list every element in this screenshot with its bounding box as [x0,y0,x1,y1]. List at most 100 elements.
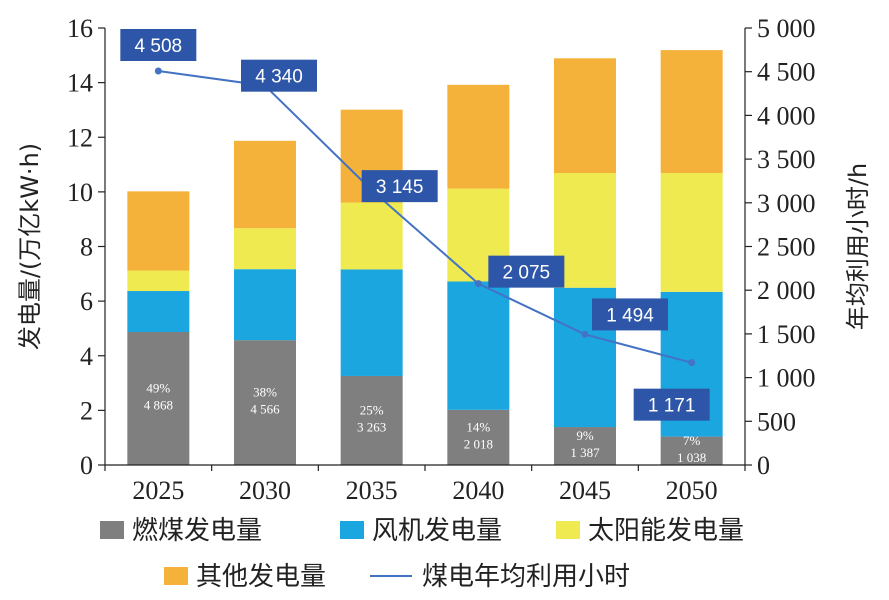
coal-pct-label: 25% [360,402,384,417]
bar-2040-series-0 [447,409,510,465]
y2-tick-label: 3 500 [757,145,816,174]
y-tick-label: 0 [80,451,93,480]
legend-item: 其他发电量 [164,562,326,592]
legend-label: 风机发电量 [372,516,502,546]
y-tick-label: 8 [80,233,93,262]
y-axis-left: 0 2 4 6 8 10 12 14 16 [67,14,106,480]
bar-2040-series-1 [447,281,510,410]
x-axis: 2025 2030 2035 2040 2045 2050 [104,464,746,505]
coal-value-label: 2 018 [464,436,493,451]
plot-area: 49% 4 868 38% 4 566 25% 3 263 14% 2 018 9% 1 387 7… [120,29,723,465]
bar-2030-series-3 [234,140,296,229]
x-tick-label: 2030 [239,476,291,505]
y2-tick-label: 500 [757,407,796,436]
callout-2040: 2 075 [488,255,565,288]
y2-tick-label: 1 000 [757,364,816,393]
callout-text: 2 075 [503,263,551,284]
callout-text: 1 494 [606,305,654,326]
y2-axis-title: 年均利用小时/h [844,163,872,330]
callout-text: 3 145 [376,177,424,198]
bar-2025-series-3 [127,191,190,271]
y-tick-label: 10 [67,178,93,207]
bar-2050-series-0 [660,436,723,465]
legend-label: 煤电年均利用小时 [422,562,630,592]
callout-2030: 4 340 [241,59,317,92]
bar-2030-series-0 [234,340,296,465]
legend-item: 煤电年均利用小时 [370,562,630,592]
bar-2035-series-0 [340,375,403,465]
callout-box [120,29,197,62]
callout-box [592,298,668,331]
y-axis-right: 0 500 1 000 1 500 2 000 2 500 3 000 3 500 4 000 4… [744,14,816,480]
bar-2025-series-2 [127,270,190,292]
y2-tick-label: 0 [757,451,770,480]
legend-swatch [100,521,124,539]
callout-2025: 4 508 [120,29,197,62]
legend-label: 太阳能发电量 [588,516,744,546]
legend-item: 风机发电量 [340,516,502,546]
y-tick-label: 16 [67,14,93,43]
coal-pct-label: 7% [683,433,701,448]
y2-tick-label: 1 500 [757,320,816,349]
y-tick-label: 14 [67,69,93,98]
coal-value-label: 4 868 [144,397,173,412]
legend-swatch [164,567,188,585]
bar-2025-series-0 [127,331,190,465]
line-point [688,359,696,367]
legend-swatch [340,521,364,539]
coal-value-label: 3 263 [357,419,386,434]
coal-value-label: 1 038 [677,450,706,465]
bar-2050-series-3 [660,50,723,174]
y2-tick-label: 4 500 [757,58,816,87]
coal-pct-label: 14% [466,419,490,434]
legend-item: 太阳能发电量 [556,516,744,546]
x-tick-label: 2035 [346,476,398,505]
bar-2045-series-0 [554,427,616,465]
y2-tick-label: 3 000 [757,189,816,218]
y2-tick-label: 2 000 [757,276,816,305]
bar-2050-series-2 [660,173,723,292]
bar-2030-series-1 [234,269,296,341]
line-point [474,280,482,288]
callout-text: 4 508 [135,36,183,57]
callout-text: 1 171 [648,396,696,417]
y-tick-label: 6 [80,287,93,316]
bar-2035-series-1 [340,269,403,376]
legend-label: 其他发电量 [196,562,326,592]
coal-pct-label: 38% [253,385,277,400]
coal-value-label: 4 566 [250,402,280,417]
x-tick-label: 2050 [666,476,718,505]
x-tick-label: 2040 [452,476,504,505]
y-tick-label: 4 [80,342,93,371]
y-tick-label: 12 [67,123,93,152]
callout-box [361,170,438,203]
y-tick-label: 2 [80,396,93,425]
coal-pct-label: 9% [576,428,594,443]
line-point [581,330,589,338]
bar-2045-series-3 [554,58,616,174]
x-tick-label: 2025 [132,476,184,505]
x-tick-label: 2045 [559,476,611,505]
callout-2050: 1 171 [633,388,710,421]
line-point [154,67,162,75]
callout-box [633,388,710,421]
bar-2030-series-2 [234,228,296,270]
legend-item: 燃煤发电量 [100,516,262,546]
y-axis-title: 发电量/(万亿kW·h) [16,143,44,350]
callout-box [488,255,565,288]
y2-tick-label: 5 000 [757,14,816,43]
y2-tick-label: 2 500 [757,233,816,262]
bar-2035-series-2 [340,202,403,270]
legend-swatch [556,521,580,539]
callout-text: 4 340 [255,67,303,88]
callout-2035: 3 145 [361,170,438,203]
legend-label: 燃煤发电量 [132,516,262,546]
bar-2025-series-1 [127,291,190,332]
callout-2045: 1 494 [592,298,668,331]
coal-value-label: 1 387 [570,445,600,460]
callout-box [241,59,317,92]
coal-pct-label: 49% [146,380,170,395]
y2-tick-label: 4 000 [757,101,816,130]
